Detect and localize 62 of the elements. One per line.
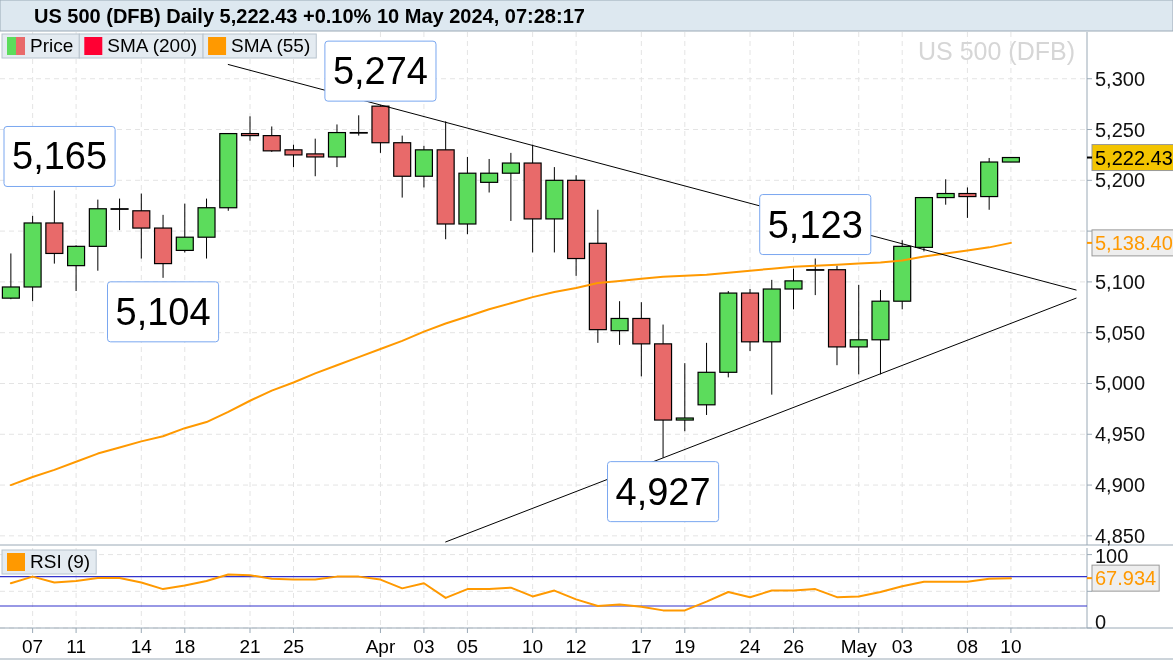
candlestick xyxy=(67,244,86,292)
candlestick xyxy=(1,252,20,300)
x-tick-label: 25 xyxy=(282,636,305,657)
candlestick xyxy=(349,114,368,137)
y-tick-label: 5,250 xyxy=(1095,118,1146,141)
legend-label: RSI (9) xyxy=(30,551,91,572)
candlestick xyxy=(501,152,520,222)
annotation: 5,274 xyxy=(332,50,428,93)
x-tick-label: 17 xyxy=(630,636,652,657)
candlestick xyxy=(480,158,499,193)
candlestick xyxy=(284,144,303,168)
annotation: 4,927 xyxy=(615,470,711,513)
y-tick-label: 5,100 xyxy=(1095,270,1146,293)
x-tick-label: 19 xyxy=(674,636,696,657)
y-tick-label: 5,300 xyxy=(1095,67,1146,90)
y-tick-label: 4,900 xyxy=(1095,474,1146,497)
legend-label: Price xyxy=(30,35,74,56)
y-tick-label: 4,950 xyxy=(1095,423,1146,446)
candlestick xyxy=(784,268,803,310)
x-tick-label: 07 xyxy=(22,636,44,657)
annotation: 5,104 xyxy=(115,290,211,333)
x-tick-label: 10 xyxy=(522,636,544,657)
candlestick xyxy=(936,178,955,206)
y-tick-label: 100 xyxy=(1095,545,1129,567)
legend-label: SMA (200) xyxy=(107,35,198,56)
y-tick-label: 0 xyxy=(1095,611,1107,633)
x-tick-label: 24 xyxy=(739,636,762,657)
y-tick-label: 5,200 xyxy=(1095,169,1146,192)
x-tick-label: 18 xyxy=(174,636,196,657)
annotation: 5,123 xyxy=(767,203,863,246)
candlestick xyxy=(240,115,260,142)
x-tick-label: 08 xyxy=(956,636,978,657)
candlestick xyxy=(175,203,194,253)
text: 5,138.40 xyxy=(1095,231,1173,254)
candlestick xyxy=(306,138,325,177)
annotation: 5,165 xyxy=(12,135,108,178)
candlestick xyxy=(110,198,129,231)
candlestick xyxy=(610,300,629,346)
candlestick xyxy=(132,193,151,260)
x-tick-label: 10 xyxy=(1000,636,1022,657)
y-tick-label: 5,050 xyxy=(1095,321,1146,344)
x-tick-label: 03 xyxy=(413,636,435,657)
text: 67.934 xyxy=(1095,567,1157,590)
x-tick-label: 12 xyxy=(565,636,587,657)
candlestick xyxy=(958,186,977,219)
x-tick-label: Apr xyxy=(365,636,396,657)
x-tick-label: 14 xyxy=(130,636,153,657)
x-tick-label: 03 xyxy=(891,636,913,657)
chart-title: US 500 (DFB) Daily 5,222.43 +0.10% 10 May 2024, 07:28:17 xyxy=(34,5,585,27)
candlestick xyxy=(849,284,868,375)
y-tick-label: 5,000 xyxy=(1095,372,1146,395)
candlestick xyxy=(262,125,281,153)
y-tick-label: 4,850 xyxy=(1095,524,1146,547)
legend-label: SMA (55) xyxy=(231,35,311,56)
candlestick xyxy=(806,258,825,296)
text: 5,222.43 xyxy=(1095,146,1173,169)
x-tick-label: 05 xyxy=(456,636,478,657)
x-tick-label: 21 xyxy=(239,636,261,657)
x-tick-label: May xyxy=(840,636,878,657)
x-tick-label: 11 xyxy=(66,636,86,657)
x-tick-label: 26 xyxy=(782,636,805,657)
candlestick xyxy=(675,362,694,432)
